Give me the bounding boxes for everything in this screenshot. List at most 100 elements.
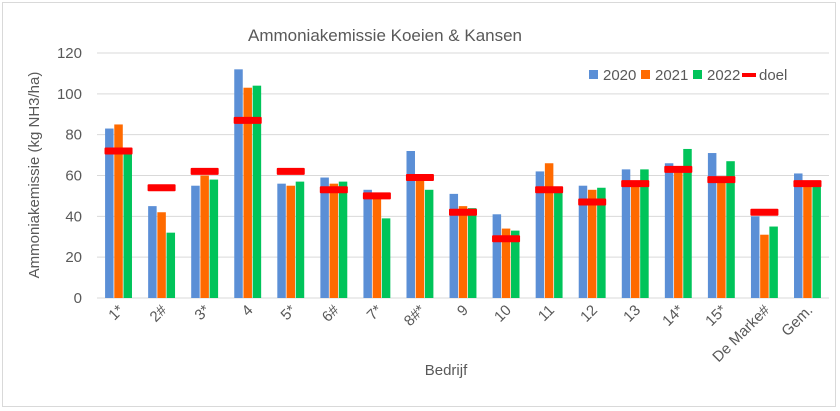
x-tick-label: 4	[239, 302, 257, 320]
marker-doel-9	[449, 208, 477, 216]
x-tick-label: Gem.	[778, 302, 816, 340]
bar-2020-4	[234, 69, 243, 298]
x-tick-label: 15*	[702, 302, 730, 330]
bar-2020-7*	[363, 189, 372, 298]
bar-2020-15*	[707, 153, 717, 298]
y-tick-label: 80	[65, 127, 82, 144]
marker-doel-6#	[319, 186, 348, 194]
marker-doel-13	[621, 180, 650, 188]
x-tick-label: 10	[491, 302, 515, 326]
x-tick-label: 12	[577, 302, 601, 326]
chart-title: Ammoniakemissie Koeien & Kansen	[248, 26, 522, 45]
bar-2020-10	[492, 214, 502, 298]
bar-2020-3*	[191, 185, 200, 298]
x-axis-label: Bedrijf	[425, 362, 468, 379]
marker-doel-8#*	[405, 174, 434, 182]
y-axis-label: Ammoniakemissie (kg NH3/ha)	[26, 72, 43, 279]
marker-doel-7*	[362, 192, 391, 200]
bar-2022-6#	[338, 181, 348, 298]
bar-2022-8#*	[424, 189, 434, 298]
marker-doel-De Marke#	[750, 208, 779, 216]
bar-2021-4	[243, 87, 252, 298]
marker-doel-2#	[147, 184, 176, 192]
chart-frame	[2, 2, 836, 407]
marker-doel-4	[233, 116, 262, 124]
x-tick-label: 7*	[364, 302, 386, 324]
bar-2022-De Marke#	[769, 226, 778, 298]
bar-2020-2#	[148, 206, 157, 298]
bar-2022-1*	[123, 151, 132, 298]
marker-doel-Gem.	[793, 180, 822, 188]
bar-2021-12	[587, 189, 597, 298]
bar-2022-Gem.	[812, 185, 821, 298]
y-tick-label: 20	[65, 249, 82, 266]
bar-2022-11	[554, 187, 563, 298]
legend-swatch-2020	[589, 70, 598, 79]
bar-2021-2#	[157, 212, 166, 298]
legend-swatch-2021	[641, 70, 650, 79]
y-tick-label: 0	[74, 290, 82, 307]
marker-doel-11	[535, 186, 564, 194]
bar-2020-14*	[664, 163, 674, 298]
x-tick-label: 11	[535, 302, 558, 325]
bar-2022-2#	[166, 232, 176, 298]
bar-2021-10	[501, 228, 511, 298]
legend-swatch-doel	[742, 73, 756, 77]
marker-doel-5*	[276, 167, 305, 175]
legend-swatch-2022	[693, 70, 702, 79]
bar-2020-6#	[320, 177, 329, 298]
bar-2022-15*	[726, 161, 735, 298]
bar-2021-11	[544, 163, 554, 298]
y-tick-label: 100	[57, 86, 82, 103]
marker-doel-10	[492, 235, 521, 243]
bar-2020-11	[535, 171, 545, 298]
bar-2022-10	[511, 230, 520, 298]
bar-2021-Gem.	[803, 183, 812, 298]
bar-2021-14*	[674, 169, 683, 298]
bar-2022-13	[640, 169, 649, 298]
bar-2020-9	[449, 193, 459, 298]
bar-2021-6#	[329, 183, 339, 298]
x-tick-label: 14*	[659, 302, 687, 330]
bar-2022-5*	[295, 181, 305, 298]
bar-2021-1*	[114, 124, 123, 298]
bar-2020-13	[621, 169, 631, 298]
x-tick-label: 9	[454, 302, 472, 320]
legend-label: 2021	[655, 67, 688, 84]
bar-2021-13	[630, 185, 640, 298]
bar-2020-De Marke#	[750, 216, 760, 298]
marker-doel-14*	[664, 165, 693, 173]
bar-2022-3*	[209, 179, 219, 298]
y-tick-label: 40	[65, 208, 82, 225]
legend-label: doel	[759, 67, 787, 84]
marker-doel-12	[578, 198, 607, 206]
bar-2021-3*	[200, 175, 209, 298]
bar-2022-4	[252, 85, 262, 299]
x-tick-label: 1*	[105, 302, 127, 324]
bar-2021-De Marke#	[760, 234, 769, 298]
y-tick-label: 120	[57, 45, 82, 62]
marker-doel-1*	[104, 147, 133, 155]
legend-label: 2020	[603, 67, 636, 84]
x-tick-label: 2#	[147, 301, 171, 325]
bar-2021-8#*	[415, 177, 425, 298]
bar-2021-15*	[717, 179, 726, 298]
bar-2022-14*	[683, 148, 692, 298]
x-tick-label: 13	[620, 302, 644, 326]
x-tick-label: 5*	[278, 302, 300, 324]
x-tick-label: 8#*	[401, 302, 429, 330]
x-tick-label: 6#	[319, 301, 343, 325]
bar-2020-1*	[105, 128, 114, 298]
bar-2021-9	[458, 206, 468, 298]
bar-2022-9	[467, 208, 477, 298]
y-tick-label: 60	[65, 168, 82, 185]
marker-doel-3*	[190, 167, 219, 175]
x-tick-label: 3*	[191, 302, 213, 324]
bar-2020-8#*	[406, 151, 415, 298]
legend-label: 2022	[707, 67, 740, 84]
marker-doel-15*	[707, 176, 736, 184]
bar-2022-7*	[381, 218, 391, 298]
bar-2021-7*	[372, 195, 382, 298]
bar-2020-12	[578, 185, 588, 298]
